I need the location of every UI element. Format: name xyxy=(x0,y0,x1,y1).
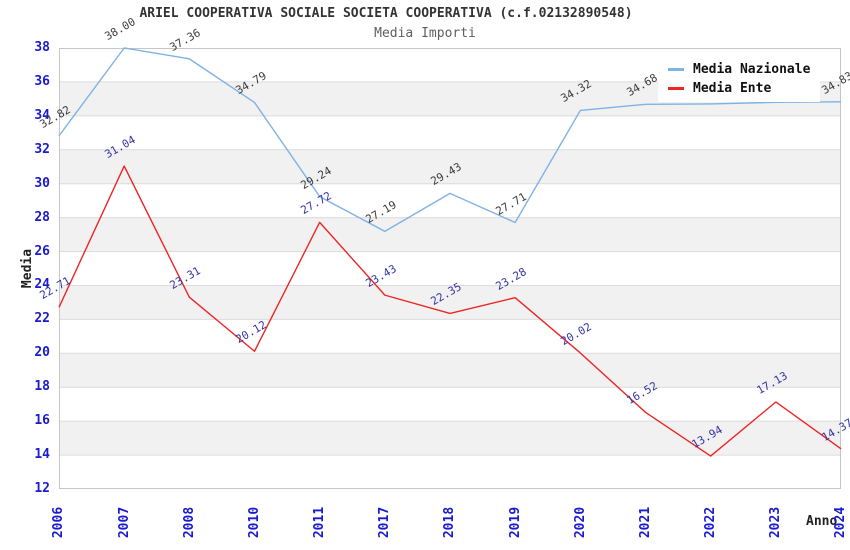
y-tick-label: 24 xyxy=(34,277,50,293)
y-tick-label: 22 xyxy=(34,311,50,327)
x-tick-label: 2007 xyxy=(116,506,132,538)
y-tick-label: 16 xyxy=(34,413,50,429)
legend-item-media-ente: Media Ente xyxy=(668,79,810,98)
x-tick-label: 2006 xyxy=(51,506,67,538)
y-tick-label: 18 xyxy=(34,379,50,395)
shaded-band xyxy=(59,149,841,184)
shaded-band xyxy=(59,421,841,456)
series-line-media-ente xyxy=(58,165,842,457)
chart-subtitle: Media Importi xyxy=(374,26,476,41)
x-tick-label: 2022 xyxy=(703,506,719,538)
chart-title: ARIEL COOPERATIVA SOCIALE SOCIETA COOPER… xyxy=(139,6,633,21)
shaded-band xyxy=(59,217,841,252)
x-tick-label: 2024 xyxy=(833,506,849,538)
y-tick-label: 38 xyxy=(34,40,50,55)
x-tick-label: 2018 xyxy=(442,506,458,538)
shaded-band xyxy=(59,353,841,388)
x-tick-label: 2011 xyxy=(312,506,328,538)
legend-label: Media Ente xyxy=(693,81,772,96)
x-tick-label: 2023 xyxy=(768,506,784,538)
line-chart-canvas xyxy=(58,47,842,489)
x-axis-title: Anno xyxy=(806,514,838,529)
series-line-media-nazionale xyxy=(58,47,842,233)
y-tick-label: 14 xyxy=(34,447,50,463)
y-tick-label: 36 xyxy=(34,73,50,89)
plot-border xyxy=(59,48,841,489)
x-tick-label: 2021 xyxy=(638,506,653,538)
x-tick-label: 2008 xyxy=(181,506,197,538)
y-tick-label: 34 xyxy=(34,107,50,123)
y-tick-label: 20 xyxy=(34,345,50,361)
x-tick-label: 2019 xyxy=(507,506,523,538)
legend-item-media-nazionale: Media Nazionale xyxy=(668,60,810,79)
y-tick-label: 28 xyxy=(34,209,50,225)
y-tick-label: 26 xyxy=(34,243,50,259)
chart-legend: Media Nazionale Media Ente xyxy=(658,56,821,102)
media-ente-line-swatch xyxy=(668,87,684,90)
media-nazionale-line-swatch xyxy=(668,68,684,71)
x-tick-label: 2010 xyxy=(247,506,262,538)
plot-area xyxy=(58,47,842,489)
y-tick-label: 32 xyxy=(34,141,50,157)
x-tick-label: 2017 xyxy=(377,506,393,538)
x-tick-label: 2020 xyxy=(572,506,588,538)
y-tick-label: 12 xyxy=(34,481,50,496)
legend-label: Media Nazionale xyxy=(693,62,811,77)
y-tick-label: 30 xyxy=(34,175,50,191)
